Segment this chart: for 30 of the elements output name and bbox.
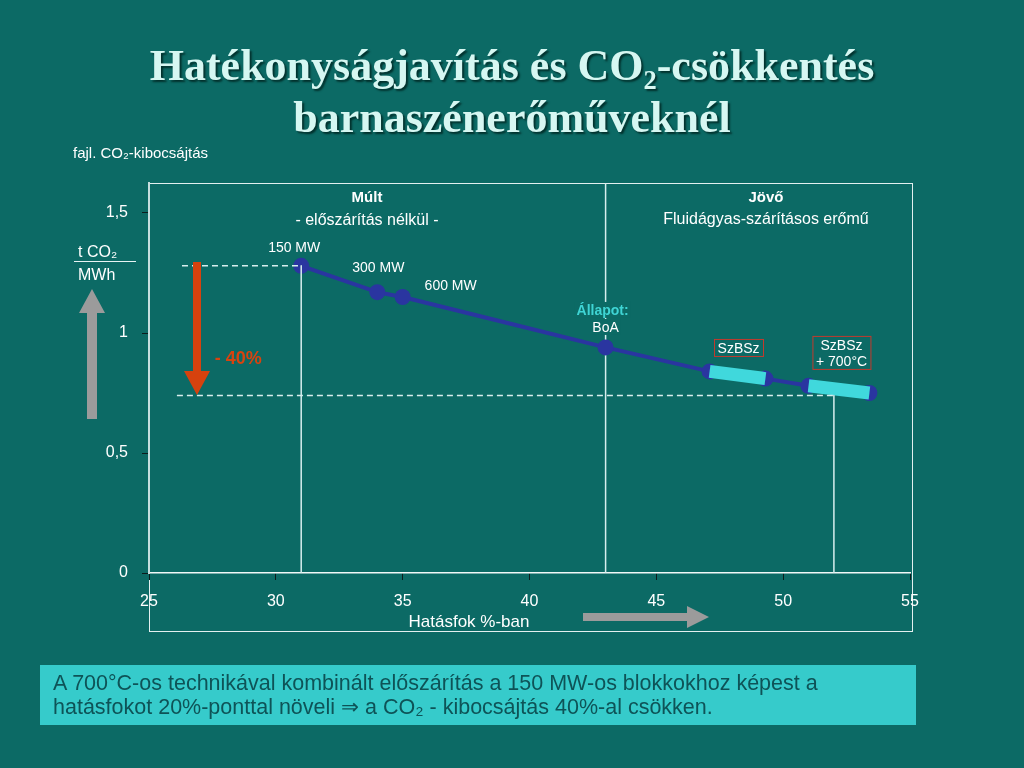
text: MWh [77,266,117,284]
annotation: Fluidágyas-szárításos erőmű [663,210,869,228]
x-axis-title: Hatásfok %-ban [407,612,531,632]
annotation: Jövő [748,187,784,205]
annotation: SzBSz + 700°C [811,335,872,370]
y-tick-label: 1,5 [105,203,129,221]
chart-title: Hatékonyságjavítás és CO₂-csökkentés barnaszénerőműveknél [148,40,876,144]
point [597,339,614,356]
text: t CO₂ [74,243,136,262]
y-tick-label: 0 [119,563,129,581]
annotation: Állapot: [574,302,631,319]
x-tick-label: 30 [266,592,285,610]
annotation: BoA [590,319,621,336]
point [369,284,386,301]
point [394,289,411,305]
text: A 700°C-os technikával kombinált előszárítás a 150 MW-os blokkokhoz képest a hatásfokot 20%-ponttal növeli ⇒ a CO₂ - kibocsájtás 40%-al csökken. [40,665,916,725]
y-tick-label: 0,5 [105,443,129,461]
annotation: - 40% [214,348,262,369]
y-tick-label: 1 [119,323,129,341]
annotation: 150 MW [268,238,321,255]
annotation: 300 MW [352,259,405,276]
annotation: - előszárítás nélkül - [295,211,439,229]
annotation: Múlt [351,187,383,205]
x-tick-label: 45 [647,592,666,610]
x-tick-label: 50 [774,592,793,610]
x-tick-label: 40 [520,592,539,610]
annotation: SzBSz [713,339,764,358]
y-axis-title: fajl. CO₂-kibocsájtás [73,144,209,161]
annotation: 600 MW [424,276,477,294]
x-tick-label: 35 [393,592,412,610]
